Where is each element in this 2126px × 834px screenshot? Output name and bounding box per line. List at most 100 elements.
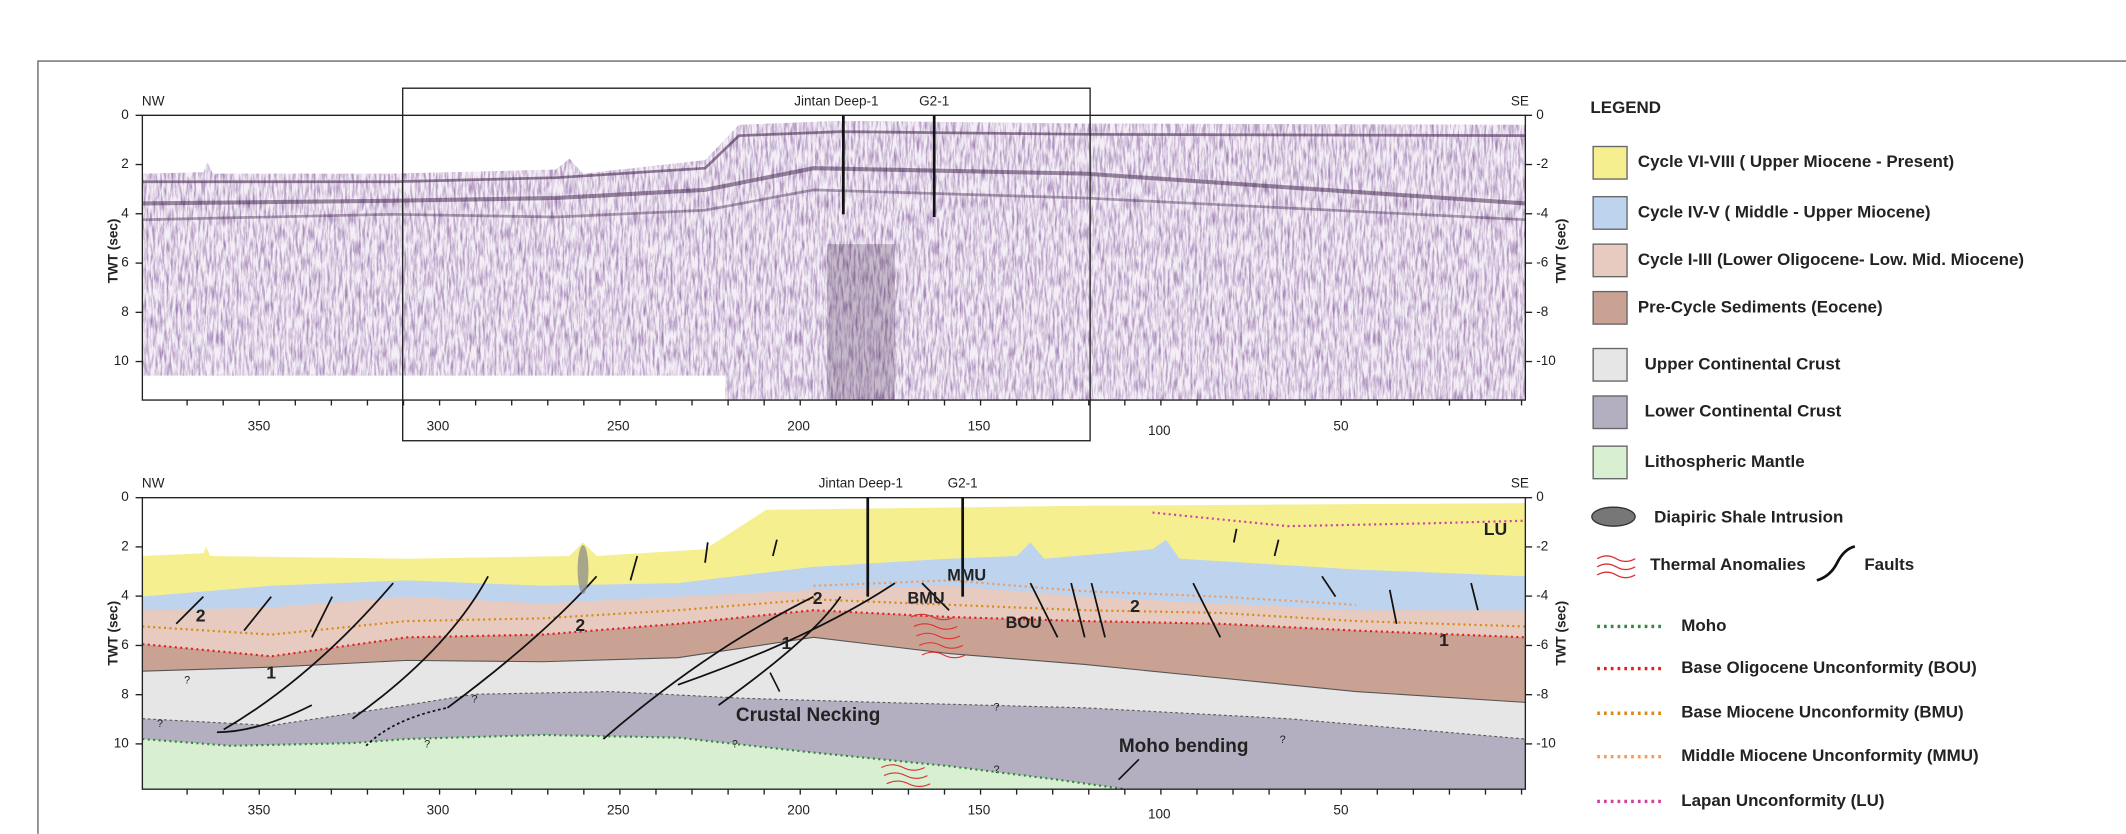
label: 100 <box>1148 423 1171 438</box>
legend-swatch <box>1592 290 1628 325</box>
label: 350 <box>248 419 271 434</box>
label: 200 <box>787 802 810 817</box>
label: Base Oligocene Unconformity (BOU) <box>1681 658 1977 677</box>
label: Cycle I-III (Lower Oligocene- Low. Mid. … <box>1638 250 2024 269</box>
legend-swatch <box>1592 243 1628 278</box>
label: 250 <box>607 419 630 434</box>
legend-swatch <box>1592 395 1628 430</box>
faults <box>175 528 1479 740</box>
label: TWT (sec) <box>105 601 120 666</box>
label: NW <box>142 476 165 491</box>
label: 0 <box>1536 107 1544 122</box>
annotation: BMU <box>908 590 945 608</box>
label: 150 <box>968 419 991 434</box>
label: 50 <box>1333 802 1348 817</box>
label: G2-1 <box>919 93 949 108</box>
arrow <box>769 672 781 692</box>
legend-diapir <box>1591 506 1636 527</box>
legend-thermal <box>1596 555 1636 579</box>
annotation: ? <box>157 718 163 730</box>
annotation: ? <box>994 764 1000 776</box>
label: TWT (sec) <box>105 219 120 284</box>
label: 300 <box>427 802 450 817</box>
label: -10 <box>1536 353 1556 368</box>
label: LEGEND <box>1590 98 1661 117</box>
label: -2 <box>1536 156 1548 171</box>
label: 100 <box>1148 807 1171 822</box>
annotation: BOU <box>1006 614 1042 632</box>
label: 6 <box>121 637 129 652</box>
label: 150 <box>968 802 991 817</box>
label: 4 <box>121 588 129 603</box>
arrow <box>1118 758 1140 781</box>
label: 50 <box>1333 419 1348 434</box>
label: SE <box>1511 93 1529 108</box>
label: Base Miocene Unconformity (BMU) <box>1681 703 1963 722</box>
unconformities <box>142 511 1526 791</box>
annotation: 2 <box>575 615 585 635</box>
label: 8 <box>121 304 129 319</box>
annotation: Crustal Necking <box>736 705 880 726</box>
annotation: MMU <box>947 567 986 585</box>
thermal-anomaly <box>881 613 966 788</box>
legend-swatch <box>1592 347 1628 382</box>
top-axes <box>141 114 1527 401</box>
label: 0 <box>121 107 129 122</box>
label: Pre-Cycle Sediments (Eocene) <box>1638 297 1883 316</box>
label: Lapan Unconformity (LU) <box>1681 791 1884 810</box>
label: 4 <box>121 205 129 220</box>
label: Middle Miocene Unconformity (MMU) <box>1681 746 1978 765</box>
label: -8 <box>1536 686 1548 701</box>
label: 6 <box>121 255 129 270</box>
label: 2 <box>121 538 129 553</box>
annotation: LU <box>1484 519 1507 539</box>
label: Thermal Anomalies <box>1650 555 1806 574</box>
label: 350 <box>248 802 271 817</box>
label: Diapiric Shale Intrusion <box>1654 507 1843 526</box>
geologic-layers <box>142 503 1526 790</box>
frame <box>37 60 2126 834</box>
label: 0 <box>1536 489 1544 504</box>
annotation: Moho bending <box>1119 736 1249 757</box>
label: G2-1 <box>948 476 978 491</box>
annotation: ? <box>1280 734 1286 746</box>
annotation: 1 <box>1439 630 1449 650</box>
label: Lower Continental Crust <box>1645 402 1842 421</box>
fault <box>365 706 448 747</box>
label: SE <box>1511 476 1529 491</box>
legend-swatch <box>1592 445 1628 480</box>
label: -4 <box>1536 205 1549 220</box>
annotation: ? <box>994 702 1000 714</box>
label: -10 <box>1536 735 1556 750</box>
label: -6 <box>1536 637 1548 652</box>
legend-fault <box>1816 545 1856 582</box>
annotation: ? <box>732 738 738 750</box>
label: -6 <box>1536 255 1548 270</box>
annotation: ? <box>424 738 430 750</box>
label: 2 <box>121 156 129 171</box>
annotation: 1 <box>782 633 792 653</box>
label: -4 <box>1536 588 1549 603</box>
legend-swatch <box>1592 195 1628 230</box>
diapir <box>577 545 589 594</box>
zoom-box <box>402 87 1091 442</box>
label: -8 <box>1536 304 1548 319</box>
label: 200 <box>787 419 810 434</box>
label: 8 <box>121 686 129 701</box>
label: 0 <box>121 489 129 504</box>
label: Jintan Deep-1 <box>819 476 903 491</box>
label: -2 <box>1536 538 1548 553</box>
label: Faults <box>1864 555 1914 574</box>
annotation: ? <box>472 694 478 706</box>
label: Cycle VI-VIII ( Upper Miocene - Present) <box>1638 152 1954 171</box>
annotation: 2 <box>813 588 823 608</box>
legend-swatch <box>1592 145 1628 180</box>
label: 10 <box>114 353 129 368</box>
label: Cycle IV-V ( Middle - Upper Miocene) <box>1638 202 1931 221</box>
label: TWT (sec) <box>1554 601 1569 666</box>
annotation: 2 <box>196 606 206 626</box>
label: Moho <box>1681 616 1726 635</box>
label: Upper Continental Crust <box>1645 354 1841 373</box>
bottom-axes <box>141 496 1527 790</box>
